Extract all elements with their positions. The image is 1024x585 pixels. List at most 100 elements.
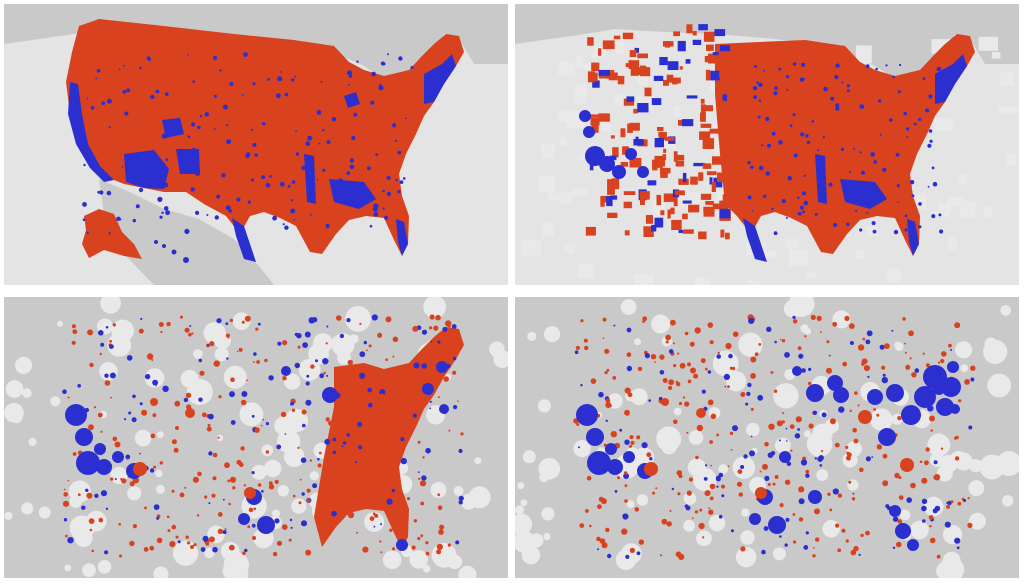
county-dot [190,122,196,127]
county-dot [938,213,942,217]
county-bubble [896,541,902,548]
county-bubble [580,319,584,323]
florida-counties [396,219,408,256]
county-dot [909,180,915,185]
county-bubble [268,484,275,490]
empty-bubble [651,314,671,334]
county-dot [903,111,907,116]
county-dot [379,83,382,87]
empty-bubble [968,480,985,497]
county-bubble [707,370,712,374]
county-bubble [356,531,359,534]
empty-bubble [337,350,352,365]
county-bubble [925,447,930,452]
county-bubble [729,431,734,436]
county-bubble [153,504,160,510]
county-bubble [298,501,302,505]
county-bubble [747,382,752,388]
county-bubble [626,327,632,333]
empty-cell [788,249,808,267]
county-cell [654,217,664,228]
county-bubble [264,358,268,363]
county-bubble [944,521,951,528]
empty-bubble [493,350,508,369]
county-cell [690,176,698,185]
county-dot [786,89,789,91]
county-bubble [768,423,775,430]
county-bubble [93,406,97,409]
county-bubble [197,471,202,477]
county-bubble [688,477,694,482]
big-bubble [858,410,872,424]
empty-bubble [283,446,305,467]
county-bubble [187,541,191,545]
big-bubble [755,487,767,499]
county-bubble [99,352,103,356]
county-bubble [411,545,416,550]
county-bubble [232,486,236,490]
county-bubble [373,409,379,416]
county-bubble [596,536,601,542]
hawaii [154,240,189,263]
county-bubble [282,376,287,381]
county-dot [792,113,796,117]
county-bubble [863,365,870,372]
county-bubble [240,399,247,406]
county-bubble [229,476,237,483]
county-bubble [347,511,355,519]
county-bubble [847,452,852,458]
big-bubble [792,366,802,376]
county-bubble [892,516,899,522]
empty-cell [541,144,556,159]
county-bubble [808,367,812,371]
county-bubble [180,315,183,319]
county-bubble [224,528,227,531]
county-bubble [374,426,380,432]
county-dot [213,94,217,98]
county-bubble [412,325,419,332]
county-dot [928,94,933,99]
empty-cell [747,280,760,285]
county-bubble [779,503,784,508]
county-bubble [81,505,86,510]
county-bubble [662,378,668,383]
county-bubble [77,384,81,388]
county-bubble [302,342,308,348]
empty-cell [978,36,998,51]
county-dot [918,117,922,121]
county-bubble [171,439,177,445]
county-dot [792,62,797,66]
county-dot [251,178,255,182]
county-bubble [800,459,808,466]
county-bubble [630,440,635,445]
county-bubble [152,413,157,418]
big-bubble [65,404,87,426]
county-dot [135,204,140,209]
county-bubble [730,448,733,451]
county-bubble [140,317,143,320]
county-cell [630,67,639,76]
county-bubble [748,317,755,324]
county-bubble [925,363,930,368]
county-dot [351,135,356,141]
county-bubble [929,525,932,528]
county-dot [763,194,767,198]
county-bubble [898,495,904,500]
county-dot [911,194,915,198]
county-bubble [930,429,933,432]
county-bubble [274,518,280,524]
county-bubble [716,354,721,359]
county-bubble [666,521,672,527]
big-bubble [779,451,791,463]
county-dot [765,116,770,122]
county-bubble [392,336,399,343]
county-bubble [770,451,776,456]
county-bubble [705,367,708,371]
county-bubble [222,530,227,535]
empty-bubble [1002,495,1014,507]
county-bubble [110,477,114,481]
county-bubble [805,473,810,478]
county-cell [682,200,692,204]
county-bubble [695,455,699,460]
county-bubble [156,516,160,520]
